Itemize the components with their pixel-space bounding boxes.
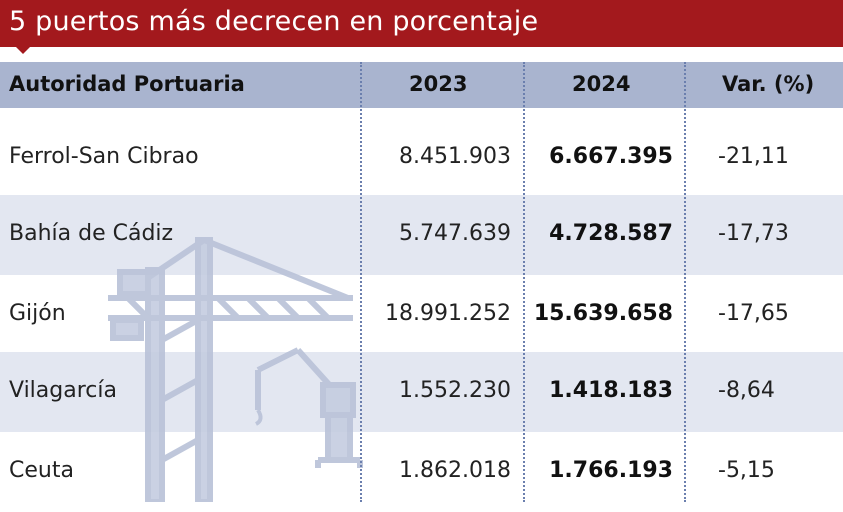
cell-authority: Ceuta (9, 458, 74, 483)
cell-2024: 4.728.587 (549, 221, 673, 246)
cell-2024: 1.766.193 (549, 458, 673, 483)
title-banner: 5 puertos más decrecen en porcentaje (0, 0, 843, 47)
header-var: Var. (%) (722, 72, 815, 96)
cell-2024: 6.667.395 (549, 144, 673, 169)
table-row: Gijón 18.991.252 15.639.658 -17,65 (0, 275, 843, 355)
header-2024: 2024 (572, 72, 631, 96)
header-2023: 2023 (409, 72, 468, 96)
cell-2024: 1.418.183 (549, 378, 673, 403)
header-authority: Autoridad Portuaria (9, 72, 245, 96)
cell-2023: 8.451.903 (399, 144, 511, 169)
table-row: Bahía de Cádiz 5.747.639 4.728.587 -17,7… (0, 195, 843, 275)
column-divider (684, 62, 686, 502)
column-divider (360, 62, 362, 502)
table-header: Autoridad Portuaria 2023 2024 Var. (%) (0, 62, 843, 108)
cell-2023: 1.552.230 (399, 378, 511, 403)
table-title: 5 puertos más decrecen en porcentaje (9, 6, 539, 37)
table-row: Ceuta 1.862.018 1.766.193 -5,15 (0, 432, 843, 512)
cell-authority: Ferrol-San Cibrao (9, 144, 199, 169)
cell-authority: Bahía de Cádiz (9, 221, 174, 246)
table-row: Ferrol-San Cibrao 8.451.903 6.667.395 -2… (0, 118, 843, 198)
cell-var: -17,73 (718, 221, 789, 246)
crane-illustration-icon (108, 237, 363, 502)
cell-2024: 15.639.658 (533, 301, 673, 326)
cell-2023: 5.747.639 (399, 221, 511, 246)
column-divider (523, 62, 525, 502)
cell-var: -21,11 (718, 144, 789, 169)
table-row: Vilagarcía 1.552.230 1.418.183 -8,64 (0, 352, 843, 432)
cell-authority: Vilagarcía (9, 378, 117, 403)
cell-var: -5,15 (718, 458, 775, 483)
title-pointer (16, 47, 30, 54)
cell-authority: Gijón (9, 301, 66, 326)
cell-var: -8,64 (718, 378, 775, 403)
cell-2023: 18.991.252 (385, 301, 511, 326)
cell-var: -17,65 (718, 301, 789, 326)
cell-2023: 1.862.018 (399, 458, 511, 483)
